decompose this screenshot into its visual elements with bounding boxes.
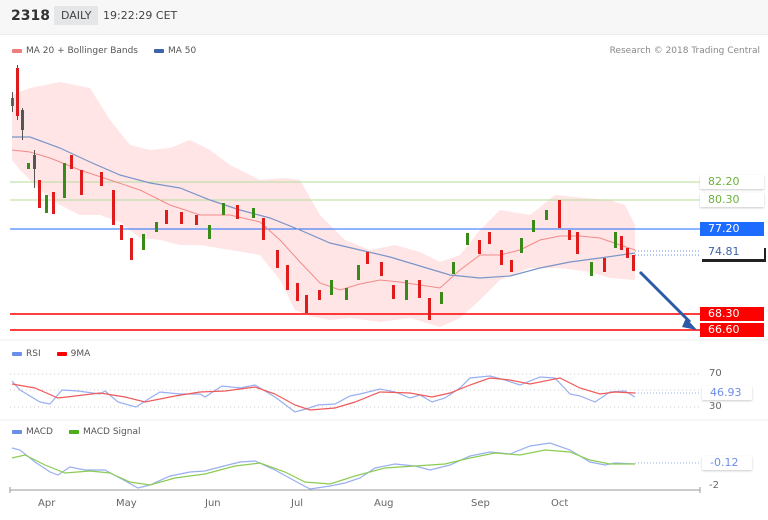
macd-legend: MACD MACD Signal <box>12 427 150 437</box>
rsi-swatch-icon <box>12 352 22 356</box>
x-label-oct: Oct <box>551 498 569 509</box>
macd-axis-min: -2 <box>709 480 719 491</box>
x-label-apr: Apr <box>38 498 56 509</box>
rsi-level-30: 30 <box>709 401 722 412</box>
rsi-line <box>11 375 636 413</box>
legend-macd: MACD <box>12 427 53 437</box>
rsi-9ma-line <box>11 377 636 411</box>
candlesticks <box>11 65 635 320</box>
x-label-aug: Aug <box>374 498 394 509</box>
x-label-may: May <box>116 498 137 509</box>
rsi-current-label: 46.93 <box>702 386 752 400</box>
level-label-82-20: 82.20 <box>700 175 764 189</box>
x-label-jun: Jun <box>205 498 221 509</box>
ma50-swatch-icon <box>154 49 164 53</box>
ma20-line <box>11 149 636 291</box>
ma20-swatch-icon <box>12 49 22 53</box>
copyright: Research © 2018 Trading Central <box>609 46 760 56</box>
level-label-77-20: 77.20 <box>700 222 764 236</box>
macd-current-label: -0.12 <box>702 456 752 470</box>
legend-macd-signal: MACD Signal <box>68 427 140 437</box>
last-price-label: 74.81 <box>700 245 764 259</box>
header-bar: 2318 DAILY 19:22:29 CET <box>0 0 768 35</box>
macd-signal-line <box>11 449 635 486</box>
price-legend: MA 20 + Bollinger Bands MA 50 <box>12 46 206 56</box>
legend-9ma: 9MA <box>56 349 90 359</box>
level-label-68-30: 68.30 <box>700 307 764 321</box>
rsi-level-70: 70 <box>709 368 722 379</box>
9ma-swatch-icon <box>56 352 67 356</box>
level-label-66-60: 66.60 <box>700 323 764 337</box>
ticker-symbol: 2318 <box>11 8 50 24</box>
legend-ma50: MA 50 <box>154 46 196 56</box>
rsi-legend: RSI 9MA <box>12 349 100 359</box>
period-button[interactable]: DAILY <box>54 6 99 25</box>
ma50-line <box>12 136 636 279</box>
macd-signal-swatch-icon <box>68 430 79 434</box>
level-label-80-30: 80.30 <box>700 193 764 207</box>
timestamp: 19:22:29 CET <box>103 9 178 22</box>
macd-swatch-icon <box>12 430 22 434</box>
legend-ma20: MA 20 + Bollinger Bands <box>12 46 138 56</box>
legend-rsi: RSI <box>12 349 41 359</box>
bollinger-band <box>12 82 635 327</box>
x-label-sep: Sep <box>471 498 490 509</box>
x-label-jul: Jul <box>291 498 304 509</box>
macd-line <box>11 442 636 490</box>
